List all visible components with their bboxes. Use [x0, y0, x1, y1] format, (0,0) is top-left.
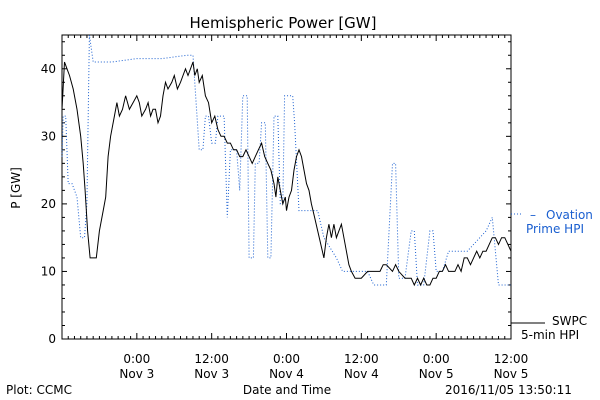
- x-tick-date-label: Nov 4: [269, 367, 304, 381]
- footer-plot-credit: Plot: CCMC: [6, 383, 72, 397]
- x-axis-label: Date and Time: [243, 383, 331, 397]
- y-tick-label: 40: [41, 62, 56, 76]
- y-axis-label: P [GW]: [9, 167, 23, 209]
- chart-title: Hemispheric Power [GW]: [190, 14, 377, 32]
- y-tick-label: 30: [41, 129, 56, 143]
- x-tick-time-label: 12:00: [344, 352, 379, 366]
- legend-swpc-line1: SWPC: [552, 314, 587, 328]
- plot-area-border: [61, 34, 512, 340]
- legend-swpc: SWPC 5-min HPI: [511, 314, 587, 342]
- legend-ovation-line2: Prime HPI: [526, 222, 584, 236]
- x-tick-time-label: 12:00: [494, 352, 529, 366]
- plot-frame: [61, 34, 512, 340]
- x-tick-date-label: Nov 3: [194, 367, 229, 381]
- y-tick-label: 20: [41, 197, 56, 211]
- legend-ovation-dash: –: [530, 208, 536, 222]
- x-tick-date-label: Nov 4: [344, 367, 379, 381]
- x-tick-date-label: Nov 5: [494, 367, 529, 381]
- y-tick-label: 10: [41, 264, 56, 278]
- series-layer: [61, 34, 512, 287]
- series-swpc-line: [61, 61, 512, 287]
- x-tick-time-label: 12:00: [194, 352, 229, 366]
- legend-ovation-line1: Ovation: [546, 208, 593, 222]
- series-ovation-prime-line: [61, 34, 511, 286]
- x-tick-date-label: Nov 5: [419, 367, 454, 381]
- y-tick-label: 0: [48, 332, 56, 346]
- x-tick-time-label: 0:00: [273, 352, 300, 366]
- x-tick-time-label: 0:00: [423, 352, 450, 366]
- y-axis-ticks: 0 10 20 30 40: [41, 41, 511, 346]
- legend-ovation: – Ovation Prime HPI: [511, 208, 593, 236]
- footer-timestamp: 2016/11/05 13:50:11: [445, 383, 572, 397]
- x-tick-date-label: Nov 3: [119, 367, 154, 381]
- x-tick-time-label: 0:00: [123, 352, 150, 366]
- legend-swpc-line2: 5-min HPI: [521, 328, 579, 342]
